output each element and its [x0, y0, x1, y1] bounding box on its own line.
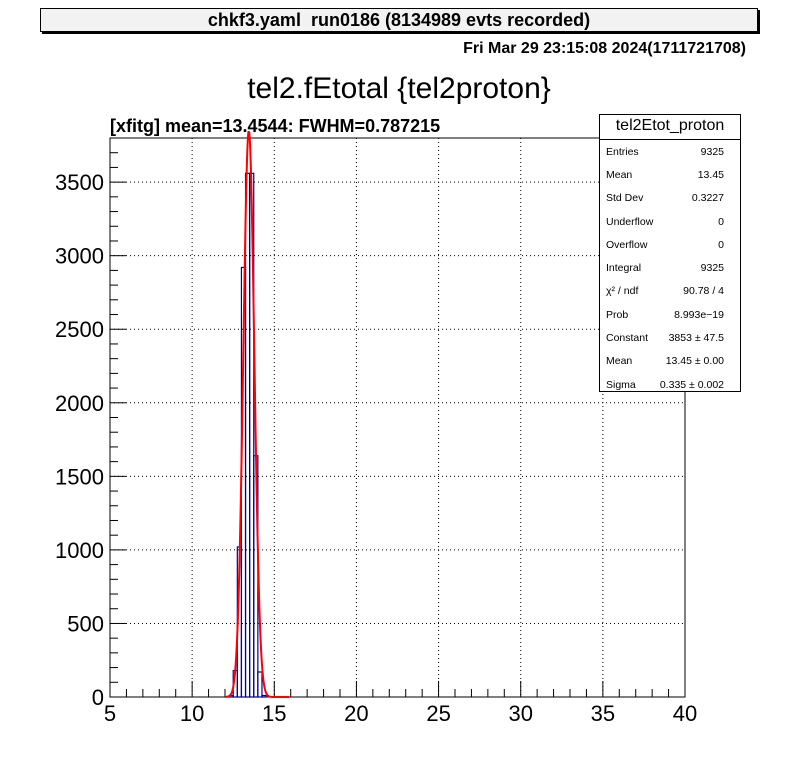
stats-row: Integral 9325 [600, 256, 740, 279]
x-tick-label: 30 [508, 701, 532, 726]
x-tick-label: 40 [673, 701, 697, 726]
stats-row-value: 0 [718, 238, 724, 251]
stats-row: Prob 8.993e−19 [600, 303, 740, 326]
stats-row: Overflow 0 [600, 233, 740, 256]
run-banner: chkf3.yaml run0186 (8134989 evts recorde… [40, 8, 758, 32]
stats-row-value: 0.335 ± 0.002 [659, 378, 724, 391]
stats-box-title: tel2Etot_proton [600, 115, 740, 140]
stats-row-label: Mean [606, 355, 633, 368]
x-tick-label: 10 [180, 701, 204, 726]
stats-row-label: Constant [606, 332, 649, 345]
x-tick-label: 35 [591, 701, 615, 726]
x-tick-label: 5 [104, 701, 116, 726]
y-tick-label: 3000 [55, 244, 104, 269]
stats-row: Mean 13.45 [600, 163, 740, 186]
x-tick-label: 15 [262, 701, 286, 726]
stats-row: χ² / ndf 90.78 / 4 [600, 280, 740, 303]
stats-row-label: Sigma [606, 378, 636, 391]
run-banner-text: chkf3.yaml run0186 (8134989 evts recorde… [207, 9, 591, 30]
stats-row-value: 3853 ± 47.5 [668, 332, 724, 345]
stats-row: Constant 3853 ± 47.5 [600, 326, 740, 349]
stats-row-label: Overflow [606, 238, 648, 251]
stats-row: Mean 13.45 ± 0.00 [600, 350, 740, 373]
stats-row-label: Std Dev [606, 192, 644, 205]
y-tick-label: 1000 [55, 538, 104, 563]
y-tick-label: 1500 [55, 464, 104, 489]
fit-label: [xfitg] mean=13.4544: FWHM=0.787215 [110, 116, 441, 136]
stats-row: Std Dev 0.3227 [600, 187, 740, 210]
stats-row-label: Underflow [606, 215, 654, 228]
stats-row-label: Integral [606, 262, 642, 275]
y-tick-label: 2500 [55, 317, 104, 342]
stats-row-value: 13.45 [697, 168, 724, 181]
y-tick-label: 3500 [55, 170, 104, 195]
stats-rows: Entries 9325 Mean 13.45 Std Dev 0.3227 Underfl… [600, 140, 740, 396]
stats-row-value: 0.3227 [691, 192, 724, 205]
histogram-bin [244, 172, 251, 698]
stats-row-value: 9325 [700, 262, 724, 275]
stats-row-value: 8.993e−19 [674, 308, 724, 321]
stats-row: Sigma 0.335 ± 0.002 [600, 373, 740, 396]
stats-box: tel2Etot_proton Entries 9325 Mean 13.45 Std … [599, 114, 741, 392]
stats-row-value: 13.45 ± 0.00 [665, 355, 724, 368]
gaussian-fit-curve [224, 131, 290, 698]
stats-row-label: Prob [606, 308, 629, 321]
stats-row-label: χ² / ndf [606, 285, 639, 298]
x-tick-label: 25 [426, 701, 450, 726]
stats-row-value: 90.78 / 4 [683, 285, 724, 298]
stats-row: Underflow 0 [600, 210, 740, 233]
stats-row-value: 9325 [700, 145, 724, 158]
y-tick-label: 0 [92, 685, 104, 710]
x-tick-label: 20 [344, 701, 368, 726]
stats-row-value: 0 [718, 215, 724, 228]
datestamp: Fri Mar 29 23:15:08 2024(1711721708) [463, 40, 746, 57]
y-tick-label: 500 [67, 611, 104, 636]
stats-row: Entries 9325 [600, 140, 740, 163]
stats-row-label: Mean [606, 168, 633, 181]
histogram-bin [257, 671, 263, 698]
chart-title: tel2.fEtotal {tel2proton} [247, 72, 551, 105]
y-tick-label: 2000 [55, 391, 104, 416]
stats-row-label: Entries [606, 145, 639, 158]
histogram-bin [261, 694, 267, 698]
